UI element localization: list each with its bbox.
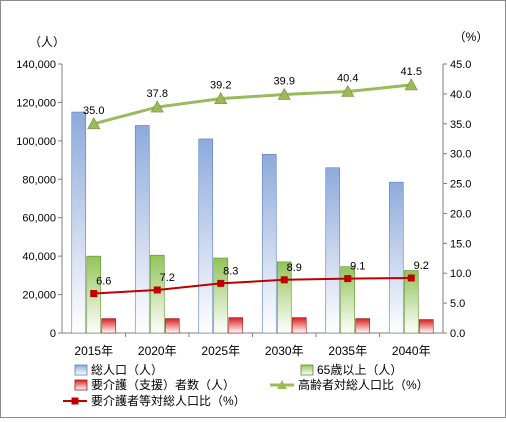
y-left-unit-label: （人）: [29, 35, 65, 49]
y-right-unit-label: （%）: [454, 30, 489, 44]
data-label: 8.3: [223, 265, 238, 277]
y-left-tick-label: 60,000: [22, 213, 56, 225]
bar-1: [261, 154, 277, 334]
data-label: 8.9: [287, 262, 302, 274]
y-left-tick-label: 20,000: [22, 290, 56, 302]
bar-1: [325, 167, 341, 334]
legend-marker: [277, 380, 287, 389]
bar-3: [164, 318, 180, 334]
marker-square: [344, 275, 352, 283]
x-tick-label: 2040年: [392, 344, 431, 358]
data-label: 7.2: [160, 272, 175, 284]
bar-1: [134, 125, 150, 334]
line-series-2: [93, 277, 412, 295]
data-label: 9.1: [350, 261, 365, 273]
bar-2: [340, 266, 356, 334]
bar-3: [101, 318, 117, 334]
x-tick-label: 2025年: [201, 344, 240, 358]
legend-label: 要介護者等対総人口比（%）: [91, 393, 246, 408]
legend-swatch: [74, 364, 88, 376]
legend-label: 65歳以上（人）: [317, 363, 402, 377]
bar-3: [291, 317, 307, 334]
data-label: 6.6: [96, 276, 111, 288]
line-series-1: [93, 83, 412, 126]
legend-label: 総人口（人）: [91, 363, 163, 377]
marker-triangle: [341, 84, 355, 97]
x-tick-label: 2035年: [328, 344, 367, 358]
marker-square: [280, 276, 288, 284]
data-label: 39.2: [210, 80, 231, 92]
x-tick-label: 2030年: [265, 344, 304, 358]
data-label: 40.4: [337, 72, 358, 84]
bar-1: [71, 111, 87, 334]
bar-3: [228, 317, 244, 334]
y-right-tick-label: 40.0: [450, 89, 471, 101]
y-left-tick-label: 140,000: [16, 59, 56, 71]
marker-square: [90, 290, 98, 298]
marker-triangle: [277, 87, 291, 100]
legend-swatch: [74, 379, 88, 391]
bar-2: [149, 254, 165, 334]
bar-1: [388, 181, 404, 334]
bar-3: [418, 319, 434, 334]
marker-triangle: [404, 78, 418, 91]
legend-label: 要介護（支援）者数（人）: [91, 377, 235, 392]
y-left-tick-label: 120,000: [16, 97, 56, 109]
marker-triangle: [214, 92, 228, 104]
data-label: 39.9: [274, 75, 295, 87]
legend-label: 高齢者対総人口比（%）: [298, 377, 429, 392]
bar-1: [198, 138, 214, 334]
legend-marker: [71, 397, 79, 405]
y-left-tick-label: 40,000: [22, 251, 56, 263]
x-tick-label: 2020年: [138, 344, 177, 358]
y-right-tick-label: 30.0: [450, 149, 471, 161]
marker-square: [407, 274, 415, 282]
marker-triangle: [150, 100, 164, 113]
marker-square: [153, 286, 161, 294]
data-label: 9.2: [414, 260, 429, 272]
y-right-tick-label: 10.0: [450, 268, 471, 280]
marker-triangle: [87, 117, 101, 130]
y-right-tick-label: 15.0: [450, 238, 471, 250]
y-right-tick-label: 0.0: [450, 328, 465, 340]
y-left-tick-label: 0: [50, 328, 56, 340]
bar-2: [213, 257, 229, 334]
y-right-tick-label: 20.0: [450, 208, 471, 220]
y-left-tick-label: 100,000: [16, 136, 56, 148]
data-label: 41.5: [401, 66, 422, 78]
data-label: 35.0: [83, 105, 104, 117]
y-right-tick-label: 35.0: [450, 119, 471, 131]
y-right-tick-label: 25.0: [450, 179, 471, 191]
y-right-tick-label: 45.0: [450, 59, 471, 71]
bar-3: [355, 318, 371, 334]
y-right-tick-label: 5.0: [450, 298, 465, 310]
legend-swatch: [300, 364, 314, 376]
marker-square: [217, 279, 225, 287]
bar-2: [403, 270, 419, 334]
y-left-tick-label: 80,000: [22, 174, 56, 186]
x-tick-label: 2015年: [74, 344, 113, 358]
data-label: 37.8: [147, 88, 168, 100]
